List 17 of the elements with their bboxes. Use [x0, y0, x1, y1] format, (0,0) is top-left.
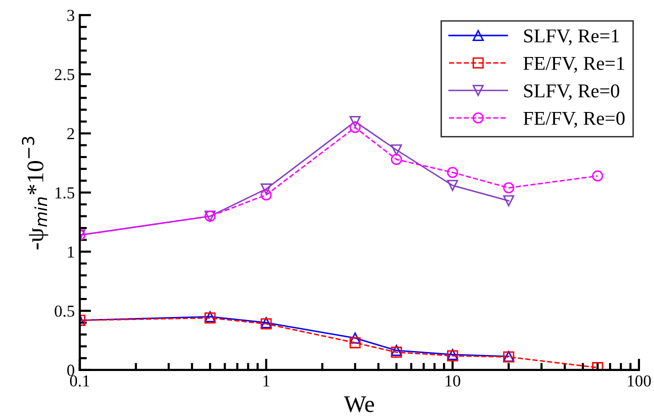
x-axis-title: We	[344, 396, 374, 412]
legend-label: SLFV, Re=0	[524, 84, 620, 100]
x-tick-label: 10	[446, 375, 460, 387]
y-tick-label: 2	[67, 128, 74, 140]
legend-label: FE/FV, Re=1	[523, 56, 624, 73]
y-tick-label: 1	[68, 246, 74, 258]
x-tick-label: 100	[628, 375, 651, 387]
y-tick-label: 0.5	[54, 306, 74, 317]
x-tick-label: 1	[263, 375, 270, 386]
y-tick-label: 0	[67, 364, 74, 376]
legend-label: FE/FV, Re=0	[523, 112, 625, 128]
x-tick-label: 0.1	[70, 375, 90, 387]
legend-label: SLFV, Re=1	[524, 29, 619, 46]
y-tick-label: 1.5	[56, 187, 74, 199]
y-tick-label: 2.5	[54, 68, 74, 80]
y-tick-label: 3	[67, 10, 74, 22]
y-axis-title: -ψ$_{min}$*10$^{−3}$	[22, 136, 48, 250]
